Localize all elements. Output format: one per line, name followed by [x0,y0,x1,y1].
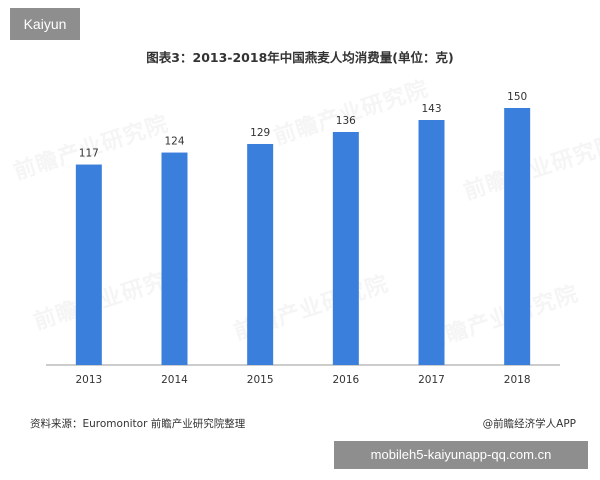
bar-2018 [504,108,531,365]
x-tick-label-2015: 2015 [247,374,274,386]
app-credit: @前瞻经济学人APP [482,418,576,430]
x-tick-label-2013: 2013 [75,374,102,386]
url-badge: mobileh5-kaiyunapp-qq.com.cn [334,441,588,469]
data-label-2018: 150 [507,91,527,103]
bar-2017 [418,119,445,365]
data-label-2017: 143 [421,103,441,115]
x-tick-label-2014: 2014 [161,374,188,386]
bar-2015 [247,143,274,365]
bar-2016 [332,131,359,365]
data-label-2016: 136 [336,115,356,127]
chart-title: 图表3：2013-2018年中国燕麦人均消费量(单位：克) [146,50,454,65]
brand-badge: Kaiyun [10,8,80,40]
bar-2013 [75,164,102,365]
data-label-2013: 117 [79,148,99,160]
source-note: 资料来源：Euromonitor 前瞻产业研究院整理 [30,418,246,430]
x-tick-label-2018: 2018 [504,374,531,386]
bar-2014 [161,152,188,365]
data-label-2014: 124 [164,136,184,148]
bar-chart: 117 2013 124 2014 129 2015 136 2016 143 2017 150 20… [46,91,560,386]
x-tick-label-2017: 2017 [418,374,445,386]
x-tick-label-2016: 2016 [332,374,359,386]
data-label-2015: 129 [250,127,270,139]
